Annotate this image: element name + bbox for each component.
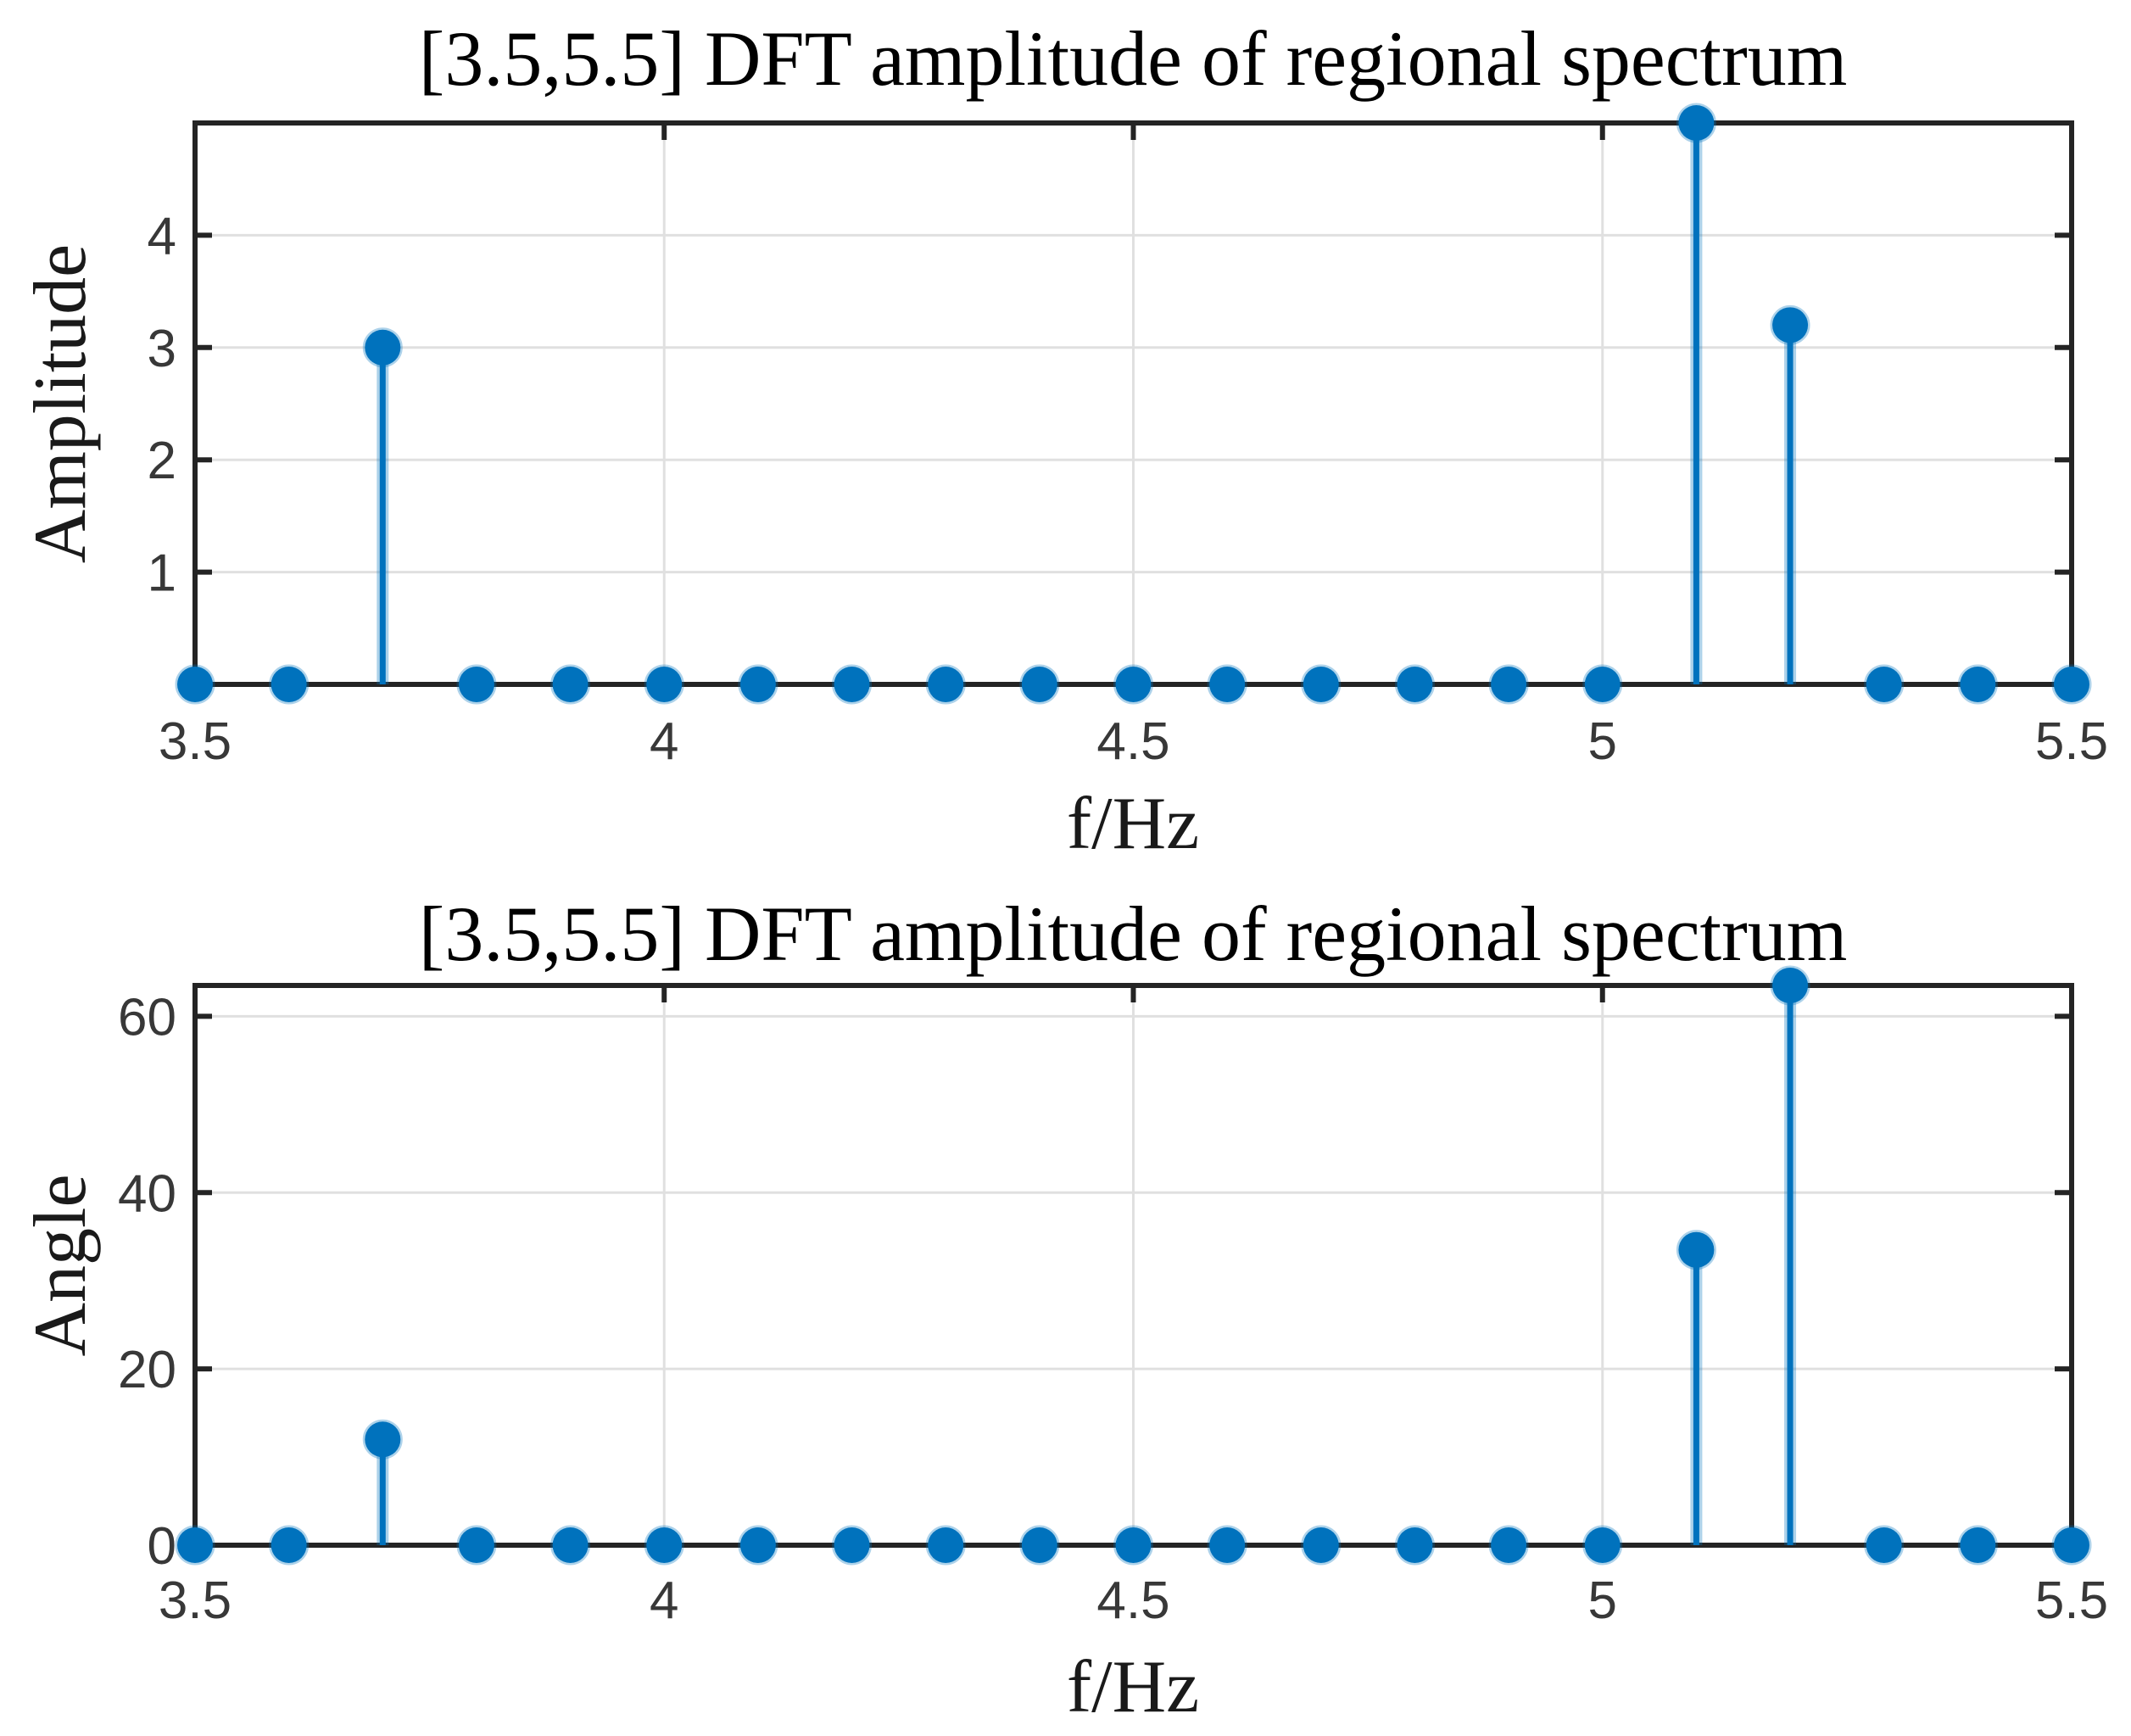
stem-marker (362, 1419, 403, 1460)
stem-marker (644, 664, 684, 705)
stem-marker (175, 664, 215, 705)
stem-marker (1864, 664, 1905, 705)
stem-marker (1019, 664, 1060, 705)
x-tick-label: 3.5 (159, 712, 232, 771)
amplitude-xlabel: f/Hz (1067, 783, 1199, 865)
stem-marker (1019, 1525, 1060, 1566)
stem-marker (832, 1525, 873, 1566)
angle-tick-labels: 3.5 4 4.5 5 5.5 0 20 40 60 (118, 988, 2108, 1630)
angle-gridlines (195, 985, 2072, 1545)
stem-marker (269, 1525, 310, 1566)
amplitude-plot: 3.5 4 4.5 5 5.5 1 2 3 4 [3.5,5.5] DFT amplitude … (20, 15, 2108, 865)
y-tick-label: 40 (118, 1164, 176, 1223)
stem-marker (1957, 664, 1998, 705)
stem-marker (456, 664, 497, 705)
stem-marker (1113, 664, 1153, 705)
stem-marker (550, 664, 591, 705)
x-tick-label: 5.5 (2035, 1571, 2108, 1630)
stem-marker (1207, 1525, 1247, 1566)
amplitude-plot-title: [3.5,5.5] DFT amplitude of regional spec… (419, 15, 1848, 102)
stem-marker (550, 1525, 591, 1566)
stem-marker (456, 1525, 497, 1566)
x-tick-label: 4 (650, 712, 678, 771)
y-tick-label: 3 (148, 320, 176, 378)
stem-marker (1113, 1525, 1153, 1566)
angle-plot: 3.5 4 4.5 5 5.5 0 20 40 60 [3.5,5.5] DFT amplitu… (20, 890, 2108, 1728)
stem-marker (738, 1525, 778, 1566)
stem-marker (1488, 664, 1529, 705)
x-tick-label: 5 (1588, 712, 1617, 771)
stem-marker (1864, 1525, 1905, 1566)
stem-marker (1770, 965, 1810, 1006)
stem-marker (175, 1525, 215, 1566)
amplitude-stems (175, 103, 2092, 705)
stem-marker (2051, 1525, 2092, 1566)
amplitude-ylabel: Amplitude (20, 244, 102, 563)
x-tick-label: 4 (650, 1571, 678, 1630)
stem-marker (269, 664, 310, 705)
y-tick-label: 1 (148, 544, 176, 603)
stem-marker (1394, 664, 1435, 705)
stem-marker (1207, 664, 1247, 705)
amplitude-tick-labels: 3.5 4 4.5 5 5.5 1 2 3 4 (148, 207, 2109, 771)
angle-ylabel: Angle (20, 1174, 102, 1356)
stem-marker (738, 664, 778, 705)
y-tick-label: 4 (148, 207, 176, 265)
angle-plot-title: [3.5,5.5] DFT amplitude of regional spec… (419, 890, 1848, 977)
x-tick-label: 4.5 (1096, 712, 1169, 771)
stem-marker (1582, 664, 1623, 705)
stem-marker (1301, 1525, 1342, 1566)
x-tick-label: 5 (1588, 1571, 1617, 1630)
stem-marker (1770, 304, 1810, 345)
stem-marker (1676, 103, 1716, 143)
stem-marker (644, 1525, 684, 1566)
angle-xlabel: f/Hz (1067, 1646, 1199, 1728)
y-tick-label: 0 (148, 1517, 176, 1576)
stem-marker (2051, 664, 2092, 705)
x-tick-label: 4.5 (1096, 1571, 1169, 1630)
y-tick-label: 20 (118, 1341, 176, 1399)
stem-marker (832, 664, 873, 705)
stem-marker (362, 327, 403, 368)
x-tick-label: 5.5 (2035, 712, 2108, 771)
y-tick-label: 2 (148, 432, 176, 490)
angle-stems (175, 965, 2092, 1566)
stem-marker (1676, 1230, 1716, 1270)
x-tick-label: 3.5 (159, 1571, 232, 1630)
stem-marker (925, 664, 966, 705)
stem-marker (1582, 1525, 1623, 1566)
stem-marker (925, 1525, 966, 1566)
stem-marker (1394, 1525, 1435, 1566)
y-tick-label: 60 (118, 988, 176, 1047)
stem-marker (1301, 664, 1342, 705)
amplitude-gridlines (195, 123, 2072, 684)
stem-marker (1488, 1525, 1529, 1566)
stem-marker (1957, 1525, 1998, 1566)
